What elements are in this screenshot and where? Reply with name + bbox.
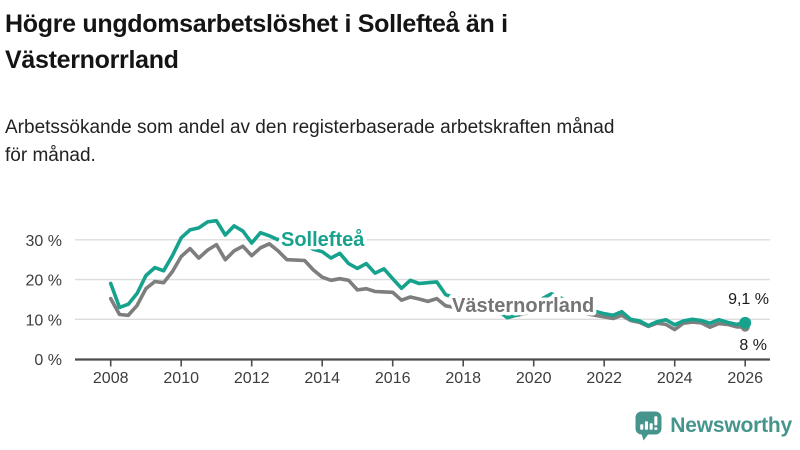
x-axis-label-2016: 2016 (375, 370, 411, 387)
y-axis-label-10: 10 % (26, 312, 62, 329)
logo-wordmark: Newsworthy (670, 413, 792, 437)
endpoint-dot-solleftea (739, 316, 752, 329)
series-label-solleftea: Sollefteå (281, 228, 365, 251)
newsworthy-logo: Newsworthy (634, 410, 792, 441)
speech-bubble-bar-chart-icon (635, 411, 662, 441)
series-label-vasternorrland: Västernorrland (452, 295, 594, 317)
page-title: Högre ungdomsarbetslöshet i Sollefteå än… (5, 6, 665, 78)
x-axis-label-2014: 2014 (304, 370, 340, 387)
series-line-solleftea (108, 218, 747, 328)
x-axis-label-2026: 2026 (727, 370, 763, 387)
x-axis-label-2018: 2018 (445, 370, 481, 387)
y-axis-label-20: 20 % (26, 273, 62, 290)
series-line-vasternorrland (108, 242, 747, 332)
end-value-solleftea: 9,1 % (728, 291, 769, 308)
page-subtitle-line1: Arbetssökande som andel av den registerb… (5, 117, 615, 138)
x-axis-label-2008: 2008 (93, 370, 129, 387)
page-title-line1: Högre ungdomsarbetslöshet i Sollefteå än… (5, 10, 508, 38)
x-axis-label-2012: 2012 (234, 370, 270, 387)
page-title-line2: Västernorrland (5, 46, 179, 74)
page-subtitle: Arbetssökande som andel av den registerb… (5, 114, 795, 170)
x-axis-label-2022: 2022 (586, 370, 622, 387)
x-axis-label-2010: 2010 (163, 370, 199, 387)
y-axis-label-0: 0 % (34, 352, 62, 369)
x-axis-label-2020: 2020 (516, 370, 552, 387)
page-subtitle-line2: för månad. (5, 145, 96, 166)
y-axis-label-30: 30 % (26, 233, 62, 250)
end-value-vasternorrland: 8 % (739, 337, 767, 354)
x-axis-label-2024: 2024 (657, 370, 693, 387)
